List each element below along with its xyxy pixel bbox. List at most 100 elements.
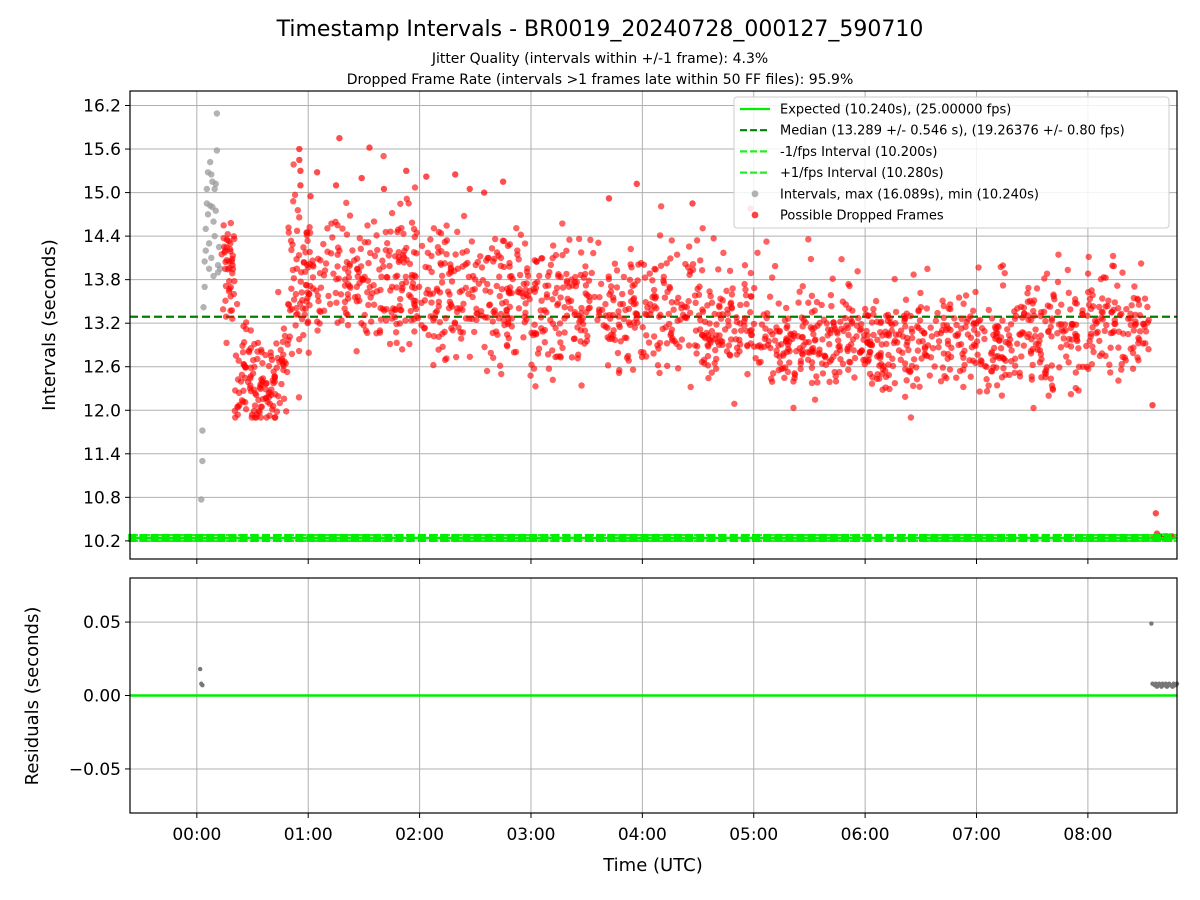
dropped-frame-point [424, 249, 432, 256]
dropped-frame-point [700, 356, 708, 364]
dropped-frame-point [646, 270, 653, 277]
dropped-frame-point [1065, 289, 1072, 297]
dropped-frame-point [812, 336, 819, 343]
x-axis-label: Time (UTC) [602, 855, 703, 876]
dropped-frame-point [694, 343, 701, 350]
dropped-frame-point [667, 255, 674, 262]
dropped-frame-point [1072, 384, 1079, 392]
dropped-frame-point [266, 412, 273, 419]
dropped-frame-point [816, 319, 823, 327]
dropped-frame-point [505, 289, 512, 296]
dropped-frame-point [370, 218, 378, 225]
dropped-frame-point [1000, 365, 1007, 372]
interval-point [212, 180, 219, 188]
dropped-frame-point [891, 275, 898, 283]
dropped-frame-point [336, 247, 343, 254]
dropped-frame-point [1088, 287, 1095, 294]
dropped-frame-point [958, 315, 965, 323]
dropped-frame-point [832, 372, 839, 380]
dropped-frame-point [870, 305, 877, 313]
dropped-frame-point [595, 239, 602, 246]
bottom-y-tick-label: −0.05 [69, 760, 121, 780]
dropped-frame-point [1030, 297, 1038, 304]
dropped-frame-point [280, 395, 288, 402]
dropped-frame-point [290, 296, 298, 303]
dropped-frame-point [808, 364, 816, 371]
dropped-frame-point [917, 289, 924, 297]
dropped-frame-point [230, 233, 237, 240]
expected-marker [997, 533, 1006, 542]
dropped-frame-point [607, 283, 615, 290]
dropped-frame-point [615, 369, 623, 377]
dropped-frame-point [466, 185, 473, 193]
dropped-frame-point [1067, 306, 1074, 313]
dropped-frame-point [706, 288, 713, 295]
dropped-frame-point [1057, 344, 1065, 351]
dropped-frame-point [239, 342, 246, 349]
dropped-frame-point [624, 352, 632, 360]
dropped-frame-point [402, 317, 409, 324]
dropped-frame-point [947, 305, 954, 313]
interval-point [201, 283, 208, 291]
legend-entry-label: Possible Dropped Frames [780, 209, 944, 224]
dropped-frame-point [604, 324, 611, 331]
expected-marker [273, 533, 282, 542]
dropped-frame-point [752, 354, 759, 362]
dropped-frame-point [991, 323, 999, 331]
expected-marker [829, 533, 838, 542]
expected-marker [1074, 533, 1083, 542]
dropped-frame-point [295, 347, 303, 355]
dropped-frame-point [854, 268, 861, 275]
dropped-frame-point [1149, 401, 1156, 409]
dropped-frame-point [1114, 305, 1122, 312]
dropped-frame-point [269, 406, 276, 413]
dropped-frame-point [1007, 321, 1015, 328]
interval-point [215, 243, 223, 251]
dropped-frame-point [568, 354, 576, 361]
dropped-frame-point [916, 317, 924, 324]
dropped-frame-point [376, 327, 384, 334]
expected-marker [1086, 533, 1095, 542]
dropped-frame-point [699, 225, 706, 232]
dropped-frame-point [663, 260, 670, 267]
dropped-frame-point [504, 343, 511, 350]
dropped-frame-point [307, 193, 314, 200]
dropped-frame-point [285, 336, 292, 344]
dropped-frame-point [946, 301, 954, 308]
dropped-frame-point [456, 288, 463, 296]
expected-marker [540, 533, 549, 542]
dropped-frame-point [224, 230, 231, 238]
dropped-frame-point [582, 282, 590, 289]
dropped-frame-point [981, 335, 988, 343]
interval-point [202, 225, 209, 233]
dropped-frame-point [317, 284, 325, 291]
dropped-frame-point [295, 394, 303, 401]
dropped-frame-point [327, 250, 335, 257]
dropped-frame-point [1020, 330, 1027, 337]
dropped-frame-point [784, 341, 792, 348]
dropped-frame-point [367, 249, 374, 257]
dropped-frame-point [1006, 371, 1013, 379]
dropped-frame-point [627, 288, 635, 296]
dropped-frame-point [626, 276, 634, 283]
dropped-frame-point [681, 314, 689, 321]
dropped-frame-point [218, 251, 225, 258]
dropped-frame-point [905, 346, 912, 354]
dropped-frame-point [830, 353, 837, 360]
dropped-frame-point [361, 239, 368, 246]
dropped-frame-point [728, 291, 736, 298]
dropped-frame-point [1048, 333, 1055, 340]
expected-marker [919, 533, 928, 542]
dropped-frame-point [668, 337, 676, 344]
dropped-frame-point [799, 333, 806, 341]
top-y-axis-label: Intervals (seconds) [39, 239, 60, 411]
dropped-frame-point [235, 357, 242, 364]
dropped-frame-point [798, 314, 806, 321]
dropped-frame-point [301, 311, 308, 318]
dropped-frame-point [826, 340, 833, 348]
dropped-frame-point [392, 273, 399, 280]
dropped-frame-point [448, 324, 455, 332]
legend-marker [751, 211, 759, 219]
dropped-frame-point [341, 276, 349, 283]
dropped-frame-point [577, 271, 584, 279]
